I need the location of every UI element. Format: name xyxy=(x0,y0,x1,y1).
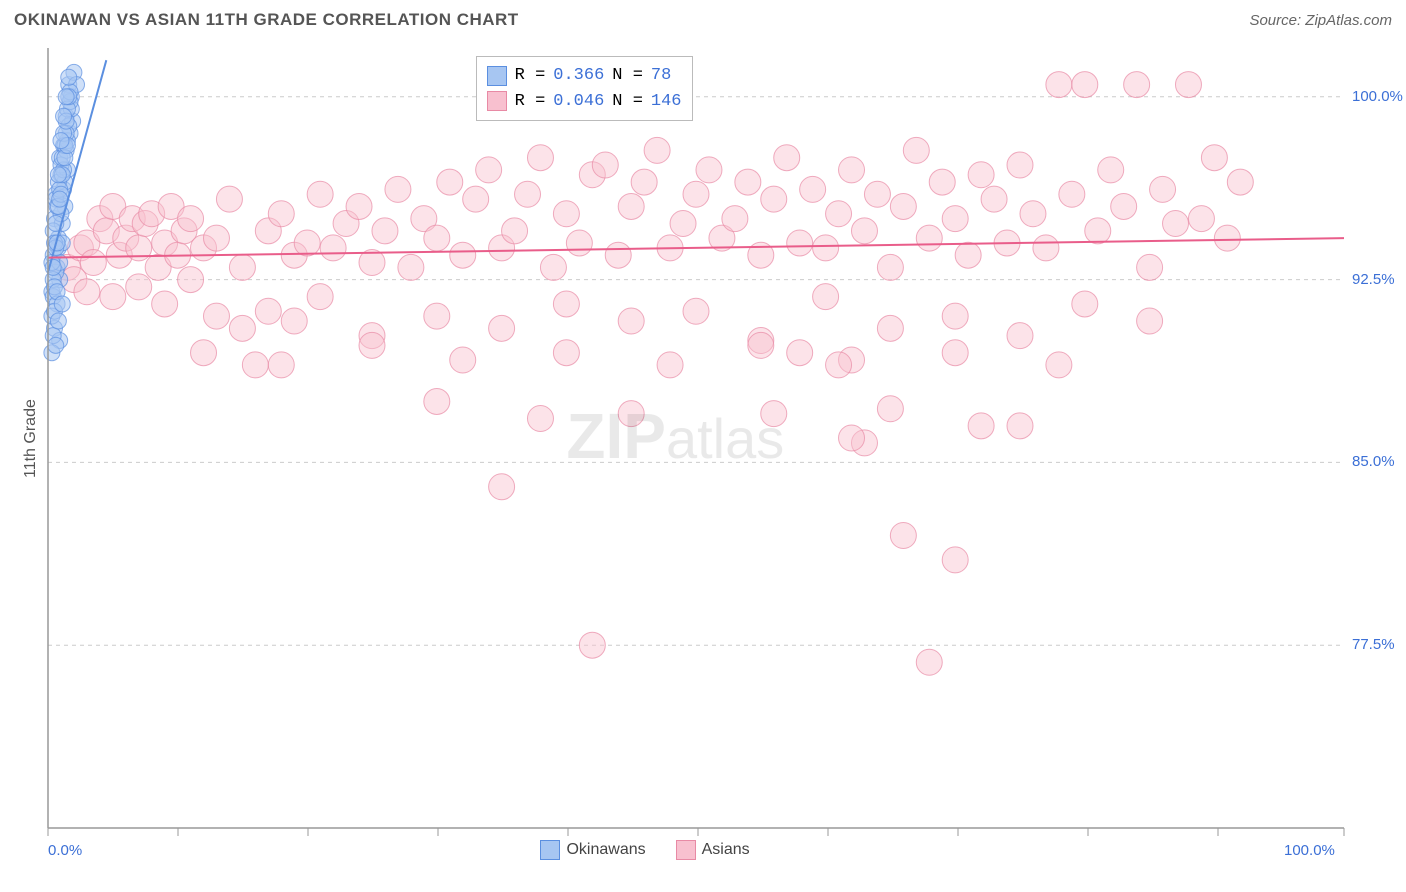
x-start-label: 0.0% xyxy=(48,842,82,859)
stats-row: R = 0.366 N = 78 xyxy=(487,63,682,89)
y-axis-label: 11th Grade xyxy=(22,399,40,478)
legend-swatch xyxy=(540,840,560,860)
y-tick-label: 85.0% xyxy=(1352,453,1395,470)
stats-swatch xyxy=(487,91,507,111)
legend-bottom: Okinawans Asians xyxy=(540,840,749,860)
legend-item: Okinawans xyxy=(540,840,645,860)
x-end-label: 100.0% xyxy=(1284,842,1335,859)
stats-legend-box: R = 0.366 N = 78R = 0.046 N = 146 xyxy=(476,56,693,121)
y-tick-label: 100.0% xyxy=(1352,88,1403,105)
y-tick-label: 92.5% xyxy=(1352,271,1395,288)
legend-item: Asians xyxy=(676,840,750,860)
stats-swatch xyxy=(487,66,507,86)
scatter-plot xyxy=(0,0,1406,892)
legend-label: Asians xyxy=(702,841,750,858)
legend-label: Okinawans xyxy=(566,841,645,858)
y-tick-label: 77.5% xyxy=(1352,636,1395,653)
stats-row: R = 0.046 N = 146 xyxy=(487,89,682,115)
legend-swatch xyxy=(676,840,696,860)
